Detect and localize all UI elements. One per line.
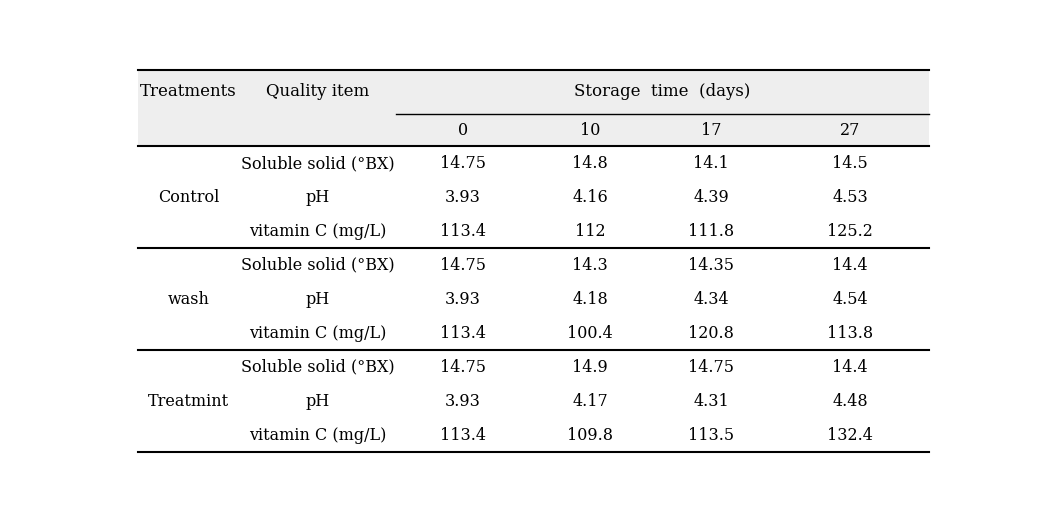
Text: 3.93: 3.93 <box>445 189 481 206</box>
Text: pH: pH <box>306 291 330 308</box>
Text: 113.8: 113.8 <box>828 325 873 342</box>
Text: 113.5: 113.5 <box>688 427 734 444</box>
Text: 14.1: 14.1 <box>693 155 729 172</box>
Text: Soluble solid (°BX): Soluble solid (°BX) <box>240 155 395 172</box>
Text: Quality item: Quality item <box>266 83 370 100</box>
Text: 4.34: 4.34 <box>693 291 729 308</box>
Text: 113.4: 113.4 <box>440 325 486 342</box>
Text: 132.4: 132.4 <box>828 427 873 444</box>
Text: 4.31: 4.31 <box>693 393 729 409</box>
Text: Control: Control <box>158 189 220 206</box>
Text: 14.3: 14.3 <box>573 257 608 274</box>
Bar <box>138 70 929 146</box>
Text: Storage  time  (days): Storage time (days) <box>575 83 751 100</box>
Text: 109.8: 109.8 <box>567 427 613 444</box>
Text: 14.35: 14.35 <box>688 257 734 274</box>
Text: pH: pH <box>306 393 330 409</box>
Text: 4.48: 4.48 <box>833 393 868 409</box>
Text: 14.9: 14.9 <box>573 359 608 376</box>
Text: 14.4: 14.4 <box>833 257 868 274</box>
Text: wash: wash <box>168 291 209 308</box>
Text: 0: 0 <box>458 121 468 139</box>
Text: 113.4: 113.4 <box>440 427 486 444</box>
Text: vitamin C (mg/L): vitamin C (mg/L) <box>249 325 386 342</box>
Text: 125.2: 125.2 <box>828 223 873 240</box>
Text: 14.75: 14.75 <box>688 359 734 376</box>
Text: Treatmint: Treatmint <box>148 393 229 409</box>
Text: 113.4: 113.4 <box>440 223 486 240</box>
Text: 14.5: 14.5 <box>833 155 868 172</box>
Text: 4.39: 4.39 <box>693 189 729 206</box>
Text: vitamin C (mg/L): vitamin C (mg/L) <box>249 427 386 444</box>
Text: Soluble solid (°BX): Soluble solid (°BX) <box>240 257 395 274</box>
Text: 4.54: 4.54 <box>833 291 868 308</box>
Text: 3.93: 3.93 <box>445 393 481 409</box>
Text: pH: pH <box>306 189 330 206</box>
Text: 14.75: 14.75 <box>440 257 486 274</box>
Text: 27: 27 <box>840 121 860 139</box>
Text: 4.16: 4.16 <box>573 189 608 206</box>
Text: vitamin C (mg/L): vitamin C (mg/L) <box>249 223 386 240</box>
Text: 111.8: 111.8 <box>688 223 734 240</box>
Text: 14.4: 14.4 <box>833 359 868 376</box>
Text: 3.93: 3.93 <box>445 291 481 308</box>
Text: 14.75: 14.75 <box>440 359 486 376</box>
Text: 4.53: 4.53 <box>833 189 868 206</box>
Text: Soluble solid (°BX): Soluble solid (°BX) <box>240 359 395 376</box>
Text: 14.8: 14.8 <box>573 155 608 172</box>
Text: 14.75: 14.75 <box>440 155 486 172</box>
Text: 112: 112 <box>575 223 605 240</box>
Text: 4.17: 4.17 <box>573 393 608 409</box>
Text: 10: 10 <box>580 121 601 139</box>
Text: 120.8: 120.8 <box>688 325 734 342</box>
Text: 4.18: 4.18 <box>573 291 608 308</box>
Text: Treatments: Treatments <box>141 83 237 100</box>
Text: 17: 17 <box>701 121 721 139</box>
Text: 100.4: 100.4 <box>567 325 613 342</box>
